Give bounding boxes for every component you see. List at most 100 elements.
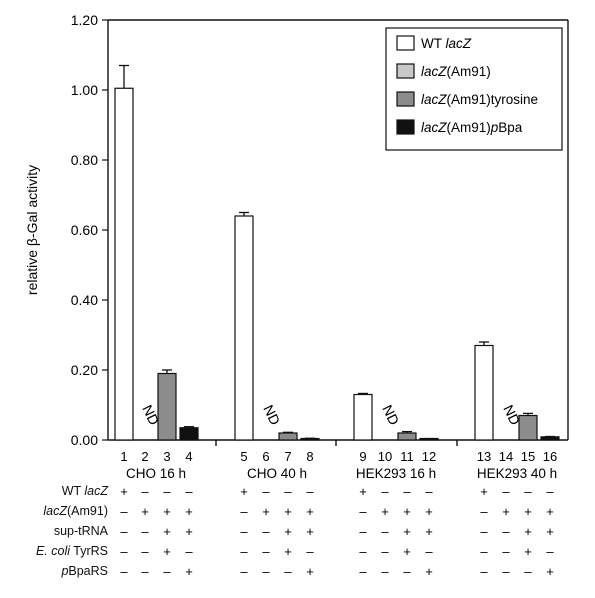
- condition-sign: –: [141, 544, 149, 559]
- condition-sign: +: [502, 504, 510, 519]
- group-label: CHO 40 h: [247, 466, 307, 481]
- condition-sign: +: [120, 484, 128, 499]
- condition-sign: –: [480, 564, 488, 579]
- condition-sign: +: [425, 564, 433, 579]
- condition-sign: –: [120, 564, 128, 579]
- legend-swatch: [396, 91, 415, 107]
- group-label: HEK293 16 h: [356, 466, 436, 481]
- condition-sign: +: [284, 504, 292, 519]
- condition-sign: –: [480, 504, 488, 519]
- condition-sign: –: [502, 544, 510, 559]
- condition-sign: –: [359, 524, 367, 539]
- lane-number: 12: [422, 449, 436, 464]
- condition-sign: +: [284, 544, 292, 559]
- condition-sign: +: [185, 504, 193, 519]
- lane-number: 7: [284, 449, 291, 464]
- legend-label: lacZ(Am91): [421, 64, 491, 79]
- y-tick-label: 0.40: [71, 292, 98, 308]
- condition-sign: +: [284, 524, 292, 539]
- y-axis-label: relative β-Gal activity: [24, 165, 40, 295]
- condition-sign: +: [546, 524, 554, 539]
- legend-label: lacZ(Am91)tyrosine: [421, 92, 538, 107]
- lane-number: 4: [185, 449, 192, 464]
- condition-sign: –: [240, 564, 248, 579]
- condition-sign: –: [480, 544, 488, 559]
- condition-sign: –: [425, 484, 433, 499]
- condition-sign: –: [546, 544, 554, 559]
- y-tick-label: 0.80: [71, 152, 98, 168]
- condition-label: pBpaRS: [61, 564, 108, 578]
- bar-lane-4: [179, 427, 199, 441]
- condition-sign: +: [524, 504, 532, 519]
- condition-sign: +: [425, 504, 433, 519]
- condition-label: WT lacZ: [61, 484, 108, 498]
- condition-sign: –: [381, 544, 389, 559]
- condition-sign: –: [262, 564, 270, 579]
- not-determined-label: ND: [500, 402, 523, 427]
- bar-lane-15: [518, 414, 538, 441]
- condition-sign: –: [141, 524, 149, 539]
- condition-sign: –: [502, 484, 510, 499]
- legend-swatch: [396, 63, 415, 79]
- legend-label: lacZ(Am91)pBpa: [421, 120, 523, 135]
- y-tick-label: 1.00: [71, 82, 98, 98]
- condition-sign: –: [425, 544, 433, 559]
- condition-sign: +: [163, 544, 171, 559]
- lane-number: 11: [400, 449, 414, 464]
- lane-number: 8: [306, 449, 313, 464]
- bar-lane-11: [397, 432, 417, 441]
- condition-sign: –: [141, 564, 149, 579]
- condition-sign: –: [381, 564, 389, 579]
- condition-sign: +: [425, 524, 433, 539]
- lane-number: 5: [240, 449, 247, 464]
- condition-sign: +: [403, 504, 411, 519]
- condition-sign: +: [381, 504, 389, 519]
- group-label: CHO 16 h: [126, 466, 186, 481]
- condition-label: E. coli TyrRS: [35, 544, 108, 558]
- condition-sign: –: [262, 524, 270, 539]
- condition-sign: –: [120, 504, 128, 519]
- legend-swatch: [396, 35, 415, 51]
- condition-sign: +: [546, 564, 554, 579]
- condition-sign: +: [163, 524, 171, 539]
- condition-sign: –: [381, 484, 389, 499]
- condition-sign: –: [141, 484, 149, 499]
- lane-number: 1: [120, 449, 127, 464]
- bar-lane-3: [157, 372, 177, 441]
- bar-lane-5: [234, 215, 254, 441]
- condition-sign: –: [306, 484, 314, 499]
- condition-sign: –: [403, 484, 411, 499]
- condition-label: lacZ(Am91): [43, 504, 108, 518]
- condition-sign: +: [546, 504, 554, 519]
- condition-sign: –: [240, 504, 248, 519]
- condition-sign: –: [480, 524, 488, 539]
- lane-number: 14: [499, 449, 513, 464]
- condition-sign: +: [480, 484, 488, 499]
- condition-sign: +: [359, 484, 367, 499]
- condition-sign: +: [524, 544, 532, 559]
- bar-lane-9: [353, 393, 373, 441]
- condition-sign: –: [546, 484, 554, 499]
- condition-label: sup-tRNA: [53, 524, 108, 538]
- condition-sign: –: [403, 564, 411, 579]
- condition-sign: –: [185, 484, 193, 499]
- condition-sign: –: [163, 484, 171, 499]
- not-determined-label: ND: [260, 402, 283, 427]
- lane-number: 15: [521, 449, 535, 464]
- condition-sign: –: [381, 524, 389, 539]
- condition-sign: +: [403, 544, 411, 559]
- condition-sign: +: [306, 564, 314, 579]
- lane-number: 10: [378, 449, 392, 464]
- condition-sign: –: [524, 484, 532, 499]
- lane-number: 6: [262, 449, 269, 464]
- y-tick-label: 0.00: [71, 432, 98, 448]
- lane-number: 16: [543, 449, 557, 464]
- y-tick-label: 0.20: [71, 362, 98, 378]
- condition-sign: –: [240, 524, 248, 539]
- lane-number: 9: [359, 449, 366, 464]
- condition-sign: +: [306, 524, 314, 539]
- condition-sign: +: [185, 564, 193, 579]
- condition-sign: –: [240, 544, 248, 559]
- condition-sign: +: [262, 504, 270, 519]
- condition-sign: +: [163, 504, 171, 519]
